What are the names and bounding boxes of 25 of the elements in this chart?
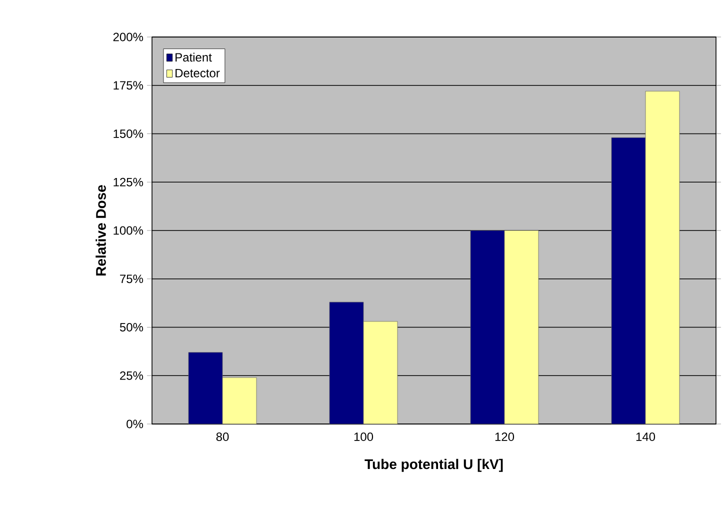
y-tick-label: 100% <box>114 226 144 235</box>
bar <box>645 90 680 424</box>
x-tick-label: 100 <box>354 432 374 442</box>
y-tick-label: 175% <box>114 81 144 90</box>
y-tick-label: 75% <box>120 274 144 284</box>
x-tick-label: 80 <box>216 432 229 442</box>
x-tick-label: 140 <box>636 432 656 442</box>
y-axis-title: Relative Dose <box>96 185 106 276</box>
y-tick-label: 200% <box>113 32 144 42</box>
legend-label: Patient <box>176 52 212 62</box>
legend-label: Detector <box>176 69 220 78</box>
x-axis-title: Tube potential U [kV] <box>364 458 503 472</box>
y-tick-label: 25% <box>120 371 144 380</box>
y-tick-label: 50% <box>120 322 144 332</box>
bar <box>611 137 646 424</box>
bar <box>363 321 398 424</box>
bar <box>222 377 257 424</box>
bar <box>470 230 505 424</box>
bar <box>188 352 223 424</box>
y-tick-label: 150% <box>114 129 144 138</box>
bar <box>504 230 539 424</box>
x-tick-label: 120 <box>495 432 514 442</box>
y-tick-label: 125% <box>114 178 144 186</box>
y-tick-label: 0% <box>126 420 144 428</box>
bar <box>329 302 364 424</box>
